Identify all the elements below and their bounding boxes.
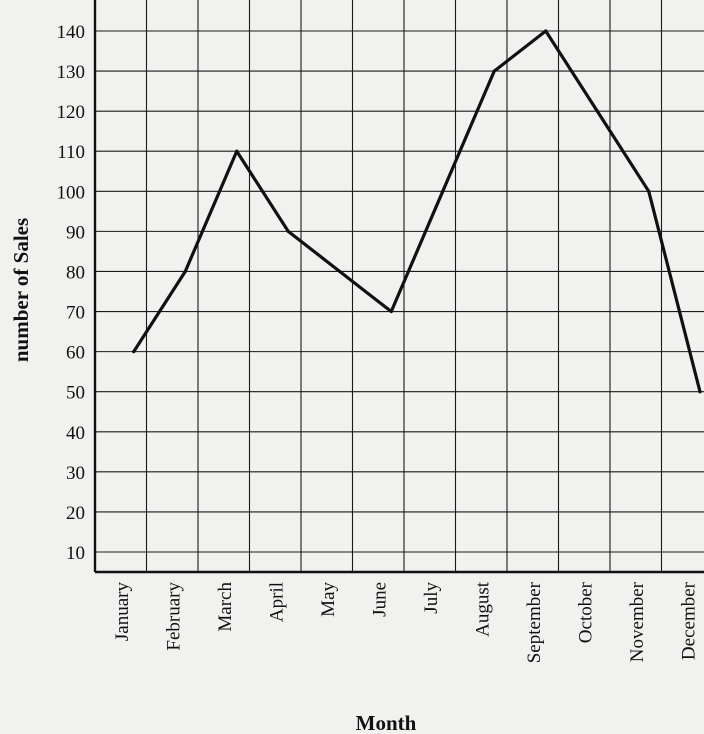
y-tick-label: 110 — [57, 142, 85, 163]
y-tick-label: 80 — [66, 262, 85, 283]
data-point — [286, 229, 290, 233]
y-tick-label: 140 — [57, 22, 86, 43]
data-point — [595, 109, 599, 113]
y-tick-label: 40 — [66, 423, 85, 444]
y-tick-label: 10 — [66, 543, 85, 564]
data-point — [647, 189, 651, 193]
x-tick-label: March — [215, 582, 236, 632]
x-tick-label: December — [678, 581, 699, 660]
data-point — [492, 69, 496, 73]
x-tick-label: August — [472, 581, 493, 637]
x-tick-label: November — [627, 581, 648, 662]
y-tick-label: 60 — [66, 343, 85, 364]
y-tick-label: 120 — [57, 102, 86, 123]
data-point — [183, 269, 187, 274]
x-tick-label: September — [524, 581, 545, 663]
y-tick-label: 20 — [66, 503, 85, 524]
series-line — [132, 29, 702, 394]
data-point — [389, 309, 393, 314]
data-point — [441, 189, 445, 193]
y-axis-title: number of Sales — [9, 218, 33, 362]
data-point — [235, 149, 239, 153]
y-tick-label: 130 — [57, 62, 86, 83]
data-point — [132, 350, 136, 354]
y-tick-label: 50 — [66, 383, 85, 404]
series-layer — [132, 29, 702, 394]
data-point — [544, 29, 548, 33]
data-point — [338, 269, 342, 274]
x-axis-title: Month — [356, 711, 417, 734]
x-tick-label: January — [112, 582, 133, 642]
x-tick-label: June — [369, 582, 390, 617]
y-tick-label: 100 — [57, 182, 86, 203]
axes — [93, 0, 704, 574]
y-tick-label: 90 — [66, 222, 85, 243]
x-tick-label: October — [575, 581, 596, 643]
y-tick-label: 70 — [66, 303, 85, 324]
x-tick-label: May — [318, 582, 339, 617]
x-tick-label: April — [266, 582, 287, 622]
grid-lines — [95, 0, 704, 572]
y-tick-label: 30 — [66, 463, 85, 484]
data-point — [698, 390, 702, 394]
x-tick-labels: January February March April May June July Augu… — [112, 581, 700, 663]
x-tick-label: February — [163, 582, 184, 651]
x-tick-label: July — [421, 582, 442, 614]
y-tick-labels: 10 20 30 40 50 60 70 80 90 100 110 120 130 140 — [57, 22, 86, 564]
